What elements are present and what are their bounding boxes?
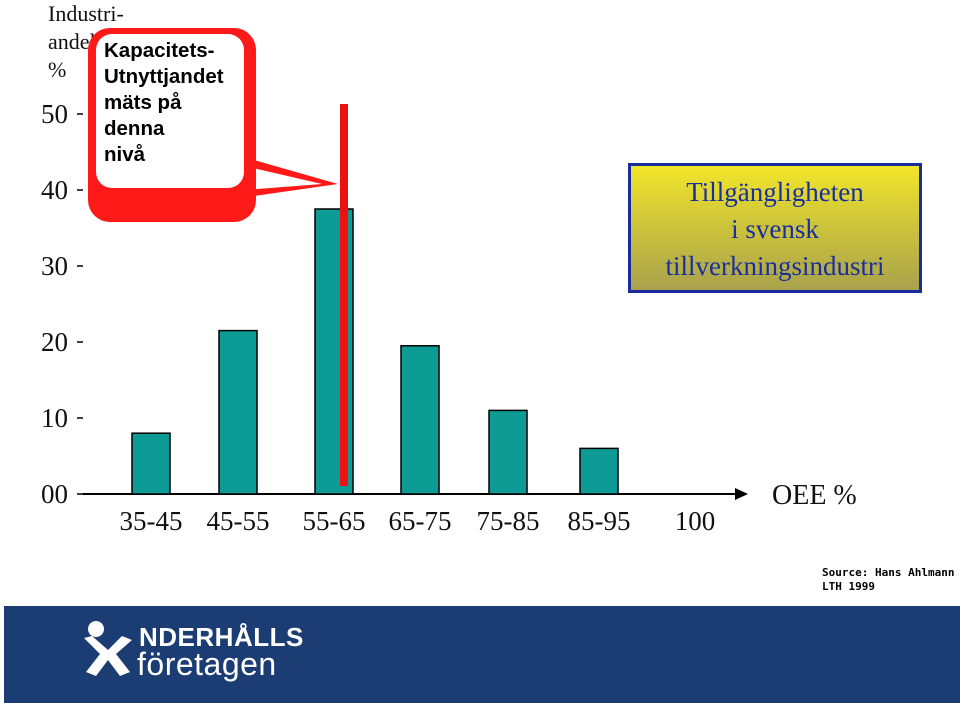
bar (579, 447, 619, 495)
y-tick-label: 50 (41, 99, 68, 129)
logo-text-line2: företagen (137, 646, 277, 682)
y-tick-label: 20 (41, 327, 68, 357)
x-tick-label: 45-55 (207, 506, 270, 536)
bar (400, 345, 440, 495)
y-axis-label: Industri- andel % (48, 1, 124, 82)
y-tick-label: 10 (41, 403, 68, 433)
bar (488, 409, 528, 495)
x-tick-label: 35-45 (120, 506, 183, 536)
y-tick-label: 00 (41, 479, 68, 509)
x-tick-label: 100 (675, 506, 716, 536)
info-box-text: Tillgängligheten i svensk tillverkningsi… (665, 177, 885, 281)
footer-bar (4, 606, 960, 703)
callout-pointer-inner (244, 166, 322, 190)
x-tick-label: 75-85 (477, 506, 540, 536)
person-logo-icon (84, 621, 132, 676)
logo-text-line1: NDERHÅLLS (139, 622, 304, 652)
source-note: Source: Hans Ahlmann LTH 1999 (822, 566, 955, 593)
x-tick-label: 85-95 (568, 506, 631, 536)
y-tick-label: 30 (41, 251, 68, 281)
bar (131, 432, 171, 495)
x-tick-label: 55-65 (303, 506, 366, 536)
x-axis-arrow (735, 488, 748, 500)
bar (218, 329, 258, 495)
callout-box (96, 34, 244, 188)
y-tick-label: 40 (41, 175, 68, 205)
info-box (628, 163, 922, 293)
x-axis-unit-label: OEE % (772, 480, 857, 511)
x-tick-label: 65-75 (389, 506, 452, 536)
callout-text: Kapacitets- Utnyttjandet mäts på denna n… (104, 39, 224, 166)
